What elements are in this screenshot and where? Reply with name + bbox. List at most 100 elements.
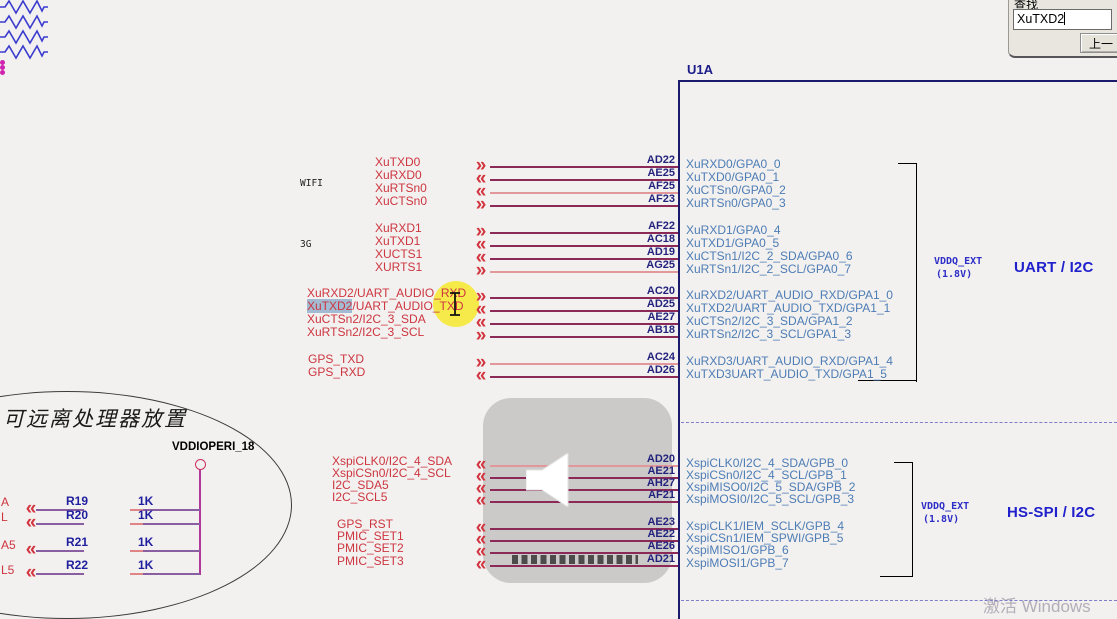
net-label[interactable]: XUCTS1 bbox=[375, 247, 423, 261]
volume-level-bar bbox=[512, 555, 638, 564]
search-input[interactable]: XuTXD2 bbox=[1013, 9, 1112, 30]
off-page-chevron-icon[interactable]: « bbox=[25, 512, 37, 533]
net-label[interactable]: XuRTSn2/I2C_3_SCL bbox=[307, 325, 425, 339]
wire bbox=[490, 205, 678, 207]
pin-number: AE25 bbox=[647, 167, 675, 179]
wire bbox=[130, 509, 143, 511]
net-label[interactable]: XspiCSn0/I2C_4_SCL bbox=[332, 466, 451, 480]
wire bbox=[490, 465, 678, 467]
net-label[interactable]: XuTXD1 bbox=[375, 234, 421, 248]
power-domain-voltage: (1.8V) bbox=[936, 269, 973, 280]
off-page-chevron-icon[interactable]: » bbox=[475, 352, 487, 373]
net-label[interactable]: PMIC_SET3 bbox=[337, 554, 404, 568]
wire bbox=[490, 310, 678, 312]
wire bbox=[490, 363, 678, 365]
wire bbox=[130, 523, 200, 525]
off-page-chevron-icon[interactable]: « bbox=[475, 247, 487, 268]
bus-group-bracket bbox=[898, 163, 917, 382]
net-label[interactable]: GPS_TXD bbox=[308, 352, 365, 366]
find-previous-button[interactable]: 上一 bbox=[1080, 33, 1117, 53]
off-page-chevron-icon[interactable]: « bbox=[475, 168, 487, 189]
net-label[interactable]: XspiCLK0/I2C_4_SDA bbox=[332, 454, 453, 468]
resistor-value[interactable]: 1K bbox=[138, 535, 154, 549]
resistor-value[interactable]: 1K bbox=[138, 508, 154, 522]
resistor-symbol[interactable] bbox=[0, 0, 48, 15]
pin-number: AE27 bbox=[647, 311, 675, 323]
component-refdes[interactable]: U1A bbox=[687, 62, 714, 77]
net-label[interactable]: XuRXD1 bbox=[375, 221, 422, 235]
pin-number: AD19 bbox=[646, 246, 675, 258]
net-label[interactable]: XuTXD2/UART_AUDIO_TXD bbox=[307, 299, 464, 313]
wire bbox=[490, 179, 678, 181]
off-page-chevron-icon[interactable]: » bbox=[475, 286, 487, 307]
off-page-chevron-icon[interactable]: « bbox=[475, 312, 487, 333]
off-page-chevron-icon[interactable]: « bbox=[475, 541, 487, 562]
off-page-chevron-icon[interactable]: » bbox=[475, 221, 487, 242]
off-page-chevron-icon[interactable]: « bbox=[475, 454, 487, 475]
off-page-chevron-icon[interactable]: « bbox=[475, 554, 487, 575]
highlight-circle bbox=[433, 281, 479, 327]
pin-number: AE21 bbox=[647, 465, 675, 477]
net-label[interactable]: XuRXD2/UART_AUDIO_RXD bbox=[307, 286, 467, 300]
resistor-symbol[interactable] bbox=[0, 44, 48, 60]
net-label[interactable]: XuCTSn0 bbox=[375, 194, 428, 208]
off-page-chevron-icon[interactable]: « bbox=[25, 498, 37, 519]
net-label[interactable]: XuCTSn2/I2C_3_SDA bbox=[307, 312, 426, 326]
off-page-chevron-icon[interactable]: « bbox=[475, 478, 487, 499]
resistor-ref[interactable]: R21 bbox=[66, 535, 89, 549]
off-page-chevron-icon[interactable]: « bbox=[25, 562, 37, 583]
off-page-chevron-icon[interactable]: « bbox=[25, 539, 37, 560]
net-label[interactable]: I2C_SCL5 bbox=[332, 490, 388, 504]
net-label[interactable]: XuRXD0 bbox=[375, 168, 422, 182]
net-label[interactable]: XURTS1 bbox=[375, 260, 423, 274]
net-label[interactable]: L bbox=[1, 510, 8, 524]
off-page-chevron-icon[interactable]: « bbox=[475, 365, 487, 386]
off-page-chevron-icon[interactable]: « bbox=[475, 529, 487, 550]
off-page-chevron-icon[interactable]: » bbox=[475, 155, 487, 176]
net-label[interactable]: L5 bbox=[1, 563, 15, 577]
off-page-chevron-icon[interactable]: « bbox=[475, 517, 487, 538]
junction-dot bbox=[0, 65, 5, 70]
wire bbox=[490, 336, 678, 338]
net-label[interactable]: PMIC_SET2 bbox=[337, 541, 404, 555]
off-page-chevron-icon[interactable]: « bbox=[475, 234, 487, 255]
net-label[interactable]: XuRTSn0 bbox=[375, 181, 427, 195]
junction-dot bbox=[0, 70, 5, 75]
wire bbox=[130, 523, 143, 525]
net-label[interactable]: A5 bbox=[1, 538, 16, 552]
resistor-ref[interactable]: R19 bbox=[66, 494, 89, 508]
off-page-chevron-icon[interactable]: « bbox=[475, 466, 487, 487]
bus-group-bracket bbox=[858, 380, 916, 381]
wire bbox=[490, 297, 678, 299]
off-page-chevron-icon[interactable]: » bbox=[475, 325, 487, 346]
power-domain-label: VDDQ_EXT bbox=[921, 501, 970, 512]
off-page-chevron-icon[interactable]: « bbox=[475, 299, 487, 320]
resistor-ref[interactable]: R22 bbox=[66, 558, 89, 572]
wire bbox=[490, 232, 678, 234]
net-label[interactable]: PMIC_SET1 bbox=[337, 529, 404, 543]
wire bbox=[490, 166, 678, 168]
resistor-value[interactable]: 1K bbox=[138, 494, 154, 508]
pin-name: XuTXD0/GPA0_1 bbox=[686, 170, 780, 184]
pin-name: XuTXD1/GPA0_5 bbox=[686, 236, 780, 250]
off-page-chevron-icon[interactable]: « bbox=[475, 490, 487, 511]
resistor-ref[interactable]: R20 bbox=[66, 508, 89, 522]
resistor-symbol[interactable] bbox=[0, 14, 48, 30]
net-label[interactable]: GPS_RXD bbox=[308, 365, 366, 379]
net-label[interactable]: XuTXD0 bbox=[375, 155, 421, 169]
power-rail-line bbox=[199, 469, 201, 575]
resistor-symbol[interactable] bbox=[0, 29, 48, 45]
net-label[interactable]: I2C_SDA5 bbox=[332, 478, 389, 492]
bus-section-label: HS-SPI / I2C bbox=[1007, 504, 1096, 521]
off-page-chevron-icon[interactable]: » bbox=[475, 260, 487, 281]
resistor-value[interactable]: 1K bbox=[138, 558, 154, 572]
off-page-chevron-icon[interactable]: « bbox=[475, 181, 487, 202]
net-label[interactable]: A bbox=[1, 495, 10, 509]
pin-number: AG25 bbox=[646, 259, 675, 271]
wire bbox=[36, 573, 84, 575]
off-page-chevron-icon[interactable]: » bbox=[475, 194, 487, 215]
selection-highlight: XuTXD2 bbox=[307, 299, 353, 313]
net-label[interactable]: GPS_RST bbox=[337, 517, 394, 531]
pin-number: AD20 bbox=[646, 453, 675, 465]
